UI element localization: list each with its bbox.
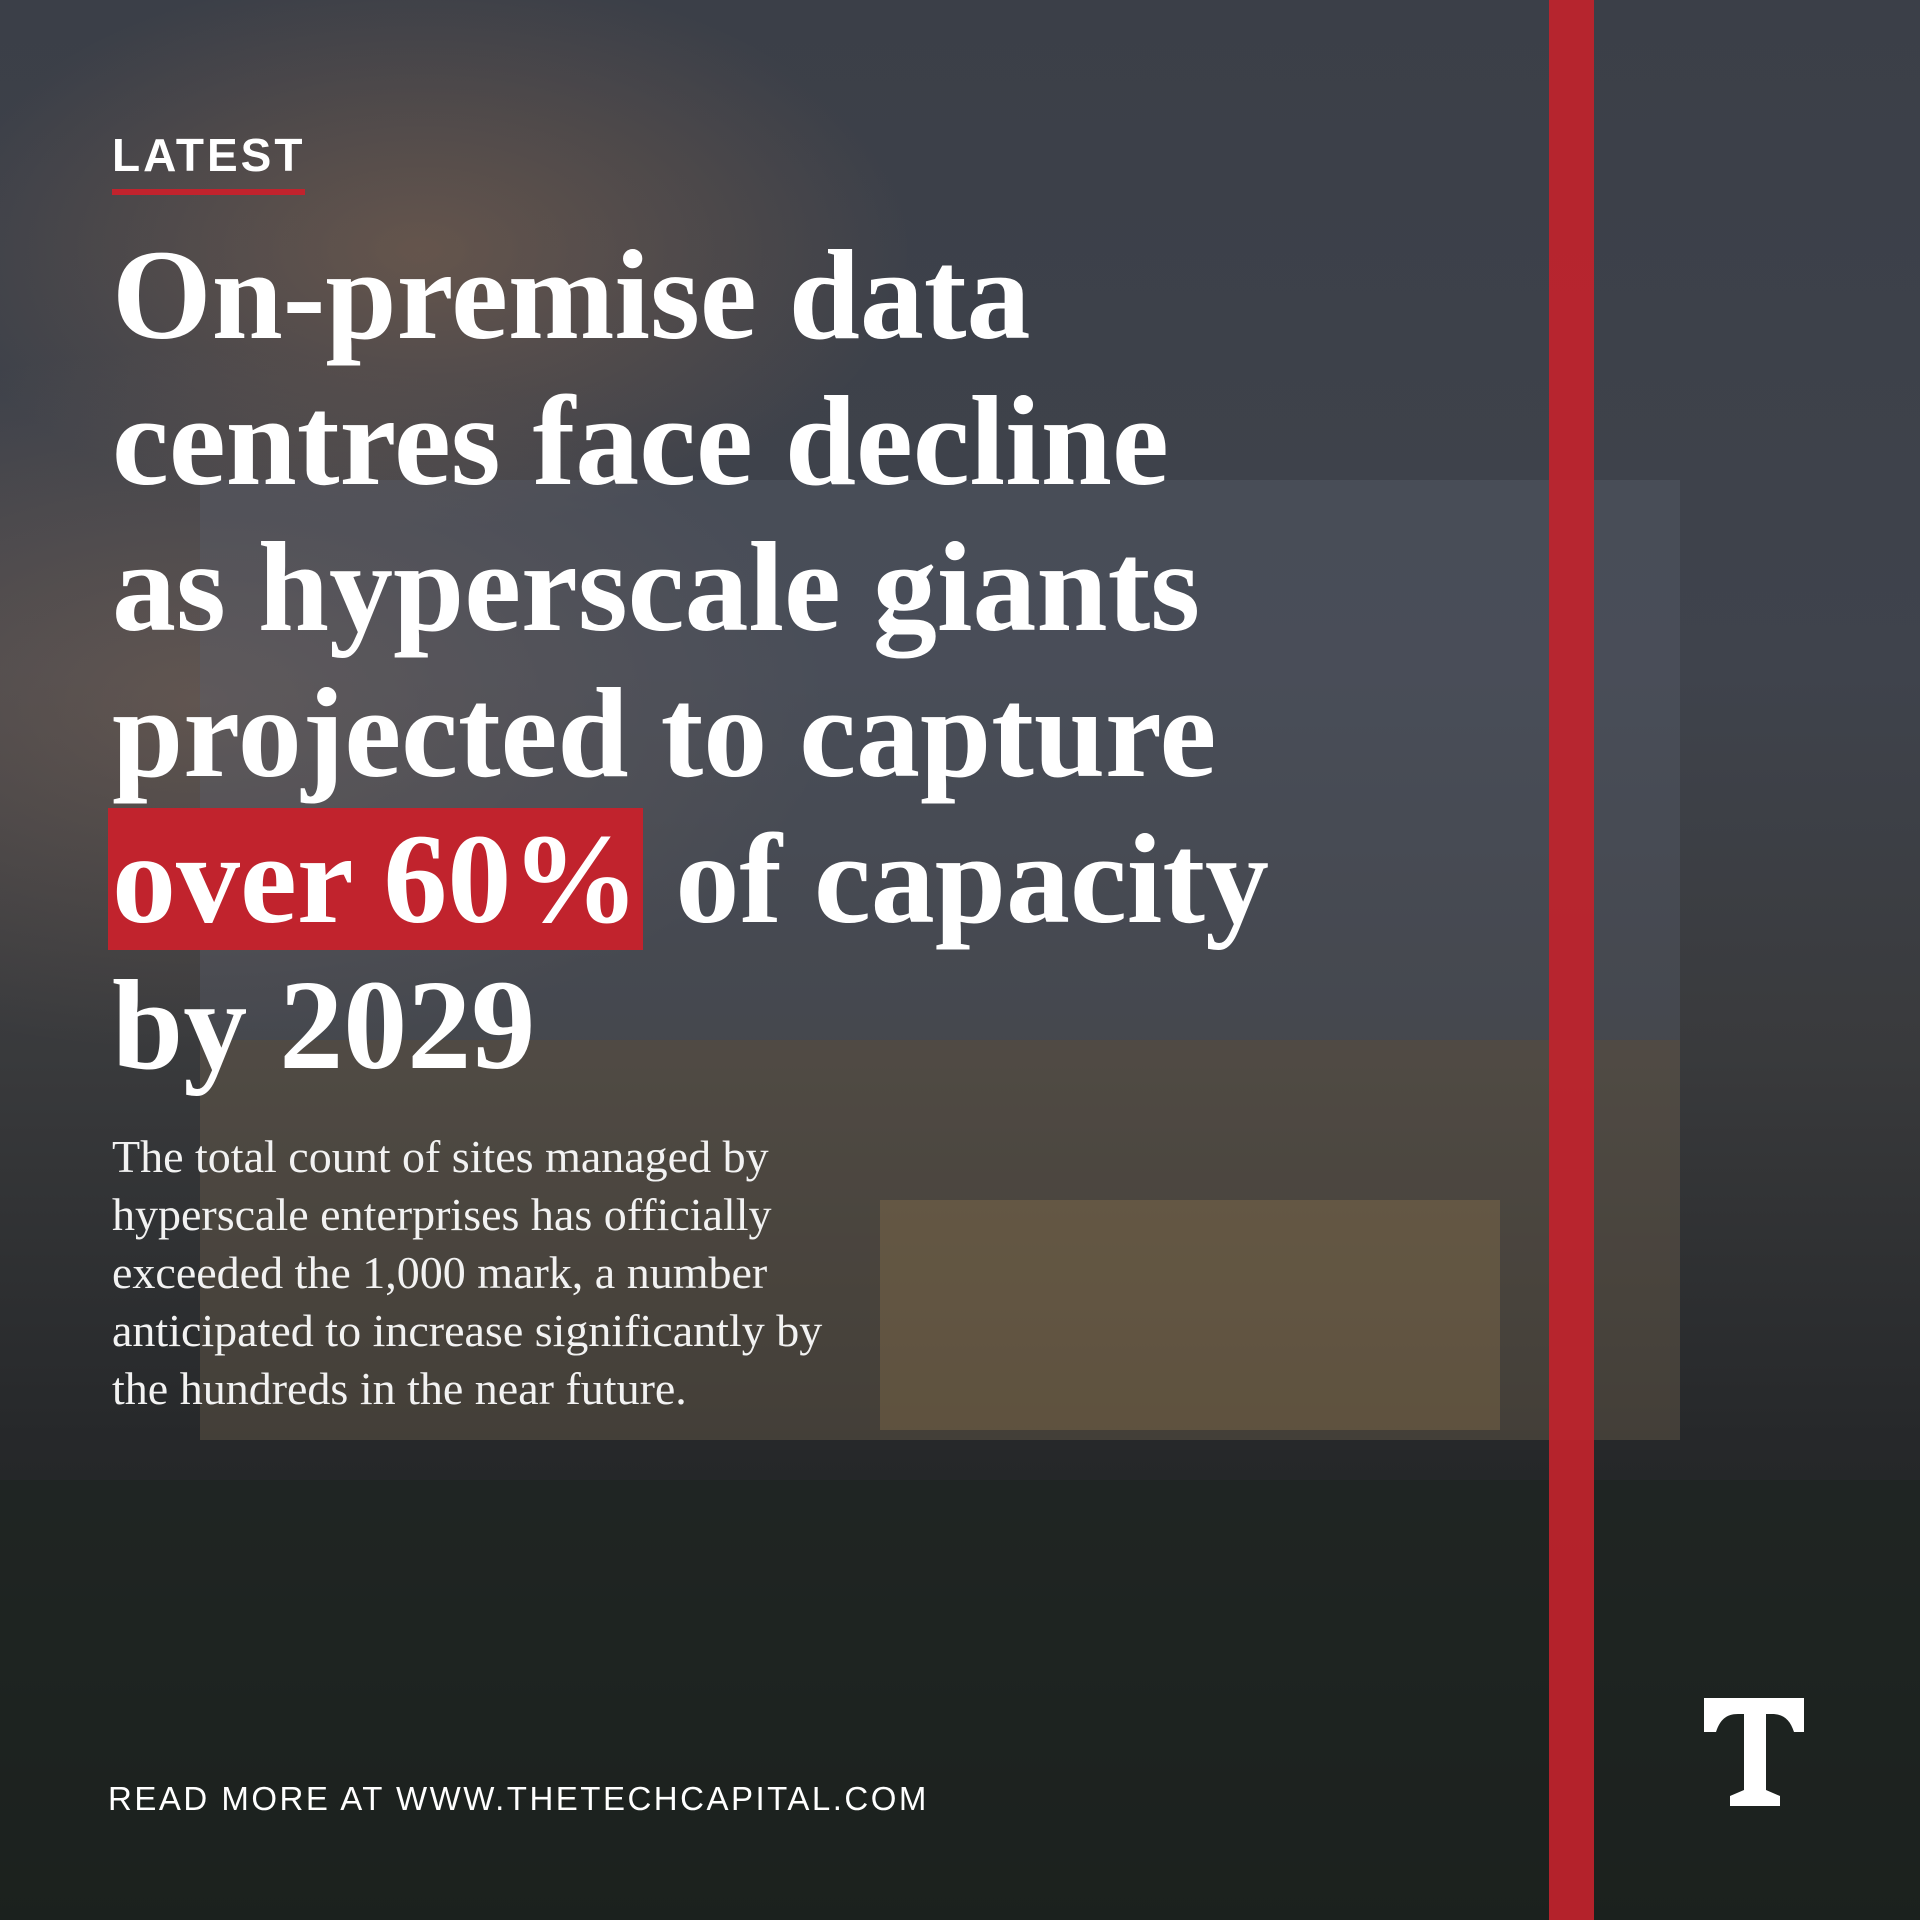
body-line: the hundreds in the near future. <box>112 1363 687 1414</box>
headline-line: On-premise data <box>112 224 1031 366</box>
logo <box>1704 1698 1804 1806</box>
headline-text: of capacity <box>675 808 1269 950</box>
body-line: exceeded the 1,000 mark, a number <box>112 1247 768 1298</box>
headline-highlight: over 60% <box>108 808 644 950</box>
footer-link[interactable]: READ MORE AT WWW.THETECHCAPITAL.COM <box>108 1780 929 1817</box>
section-label: LATEST <box>112 130 306 195</box>
headline-line: centres face decline <box>112 370 1169 512</box>
red-stripe <box>1549 0 1594 1920</box>
body-line: hyperscale enterprises has officially <box>112 1189 772 1240</box>
headline-line: by 2029 <box>112 954 536 1096</box>
headline-line: as hyperscale giants <box>112 516 1200 658</box>
headline-line: projected to capture <box>112 662 1217 804</box>
headline-line: over 60% of capacity <box>108 806 1269 952</box>
headline: On-premise data centres face decline as … <box>108 222 1269 1098</box>
body-line: The total count of sites managed by <box>112 1131 769 1182</box>
body-line: anticipated to increase significantly by <box>112 1305 823 1356</box>
body-text: The total count of sites managed by hype… <box>112 1128 822 1418</box>
